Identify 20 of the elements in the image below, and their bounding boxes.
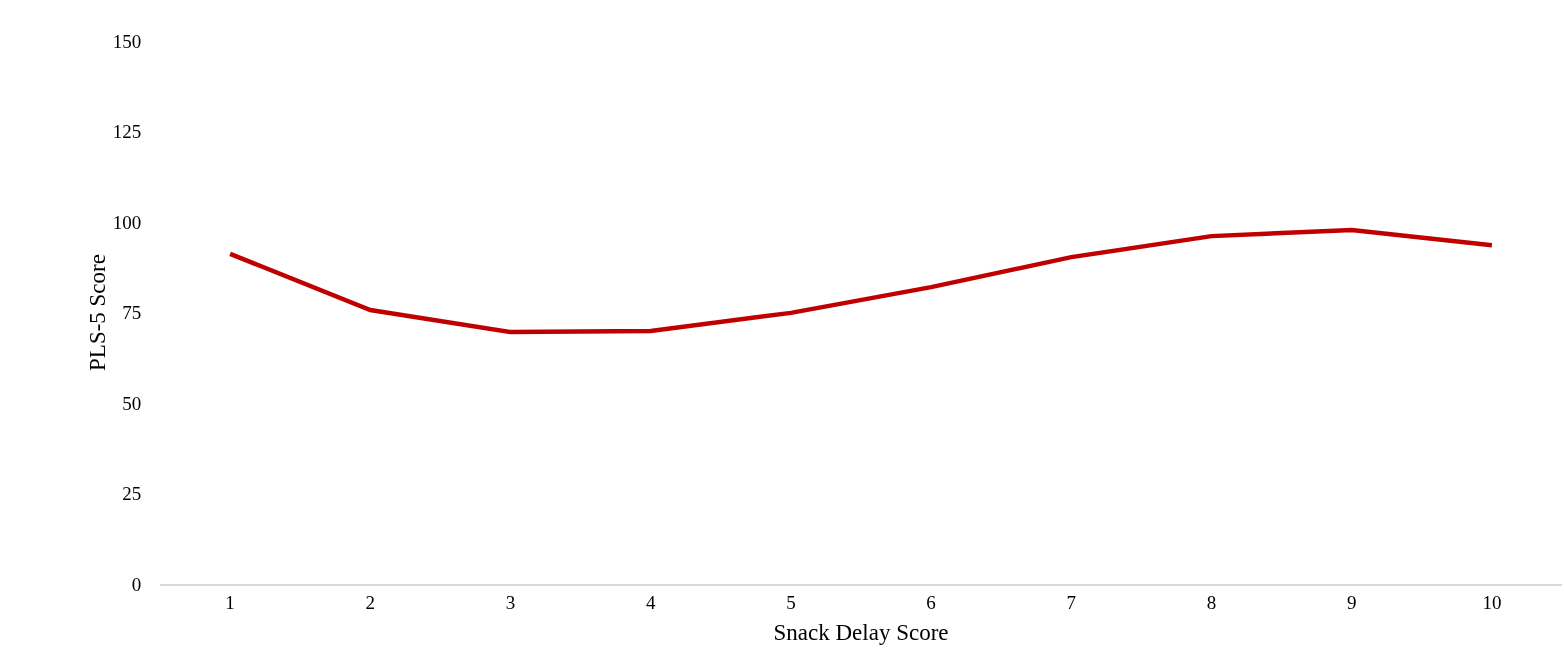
- y-tick-label: 100: [112, 211, 142, 233]
- x-tick-label: 1: [225, 591, 235, 613]
- x-tick-label: 8: [1206, 591, 1217, 613]
- y-tick-label: 75: [122, 302, 142, 324]
- y-tick-label: 50: [122, 392, 142, 414]
- x-tick-label: 4: [645, 591, 656, 613]
- x-tick-label: 9: [1346, 591, 1357, 613]
- x-tick-label: 7: [1066, 591, 1077, 613]
- line-series: [227, 227, 1495, 335]
- x-tick-label: 2: [365, 591, 376, 613]
- x-tick-label: 10: [1482, 591, 1502, 613]
- y-tick-label: 125: [112, 121, 142, 143]
- y-tick-label: 0: [131, 573, 142, 595]
- x-tick-label: 6: [926, 591, 936, 613]
- y-tick-label: 25: [122, 483, 142, 505]
- y-tick-label: 150: [112, 30, 142, 52]
- x-tick-label: 3: [505, 591, 516, 613]
- y-axis-title: PLS-5 Score: [85, 254, 111, 371]
- x-axis-title: Snack Delay Score: [773, 619, 949, 645]
- x-tick-label: 5: [786, 591, 796, 613]
